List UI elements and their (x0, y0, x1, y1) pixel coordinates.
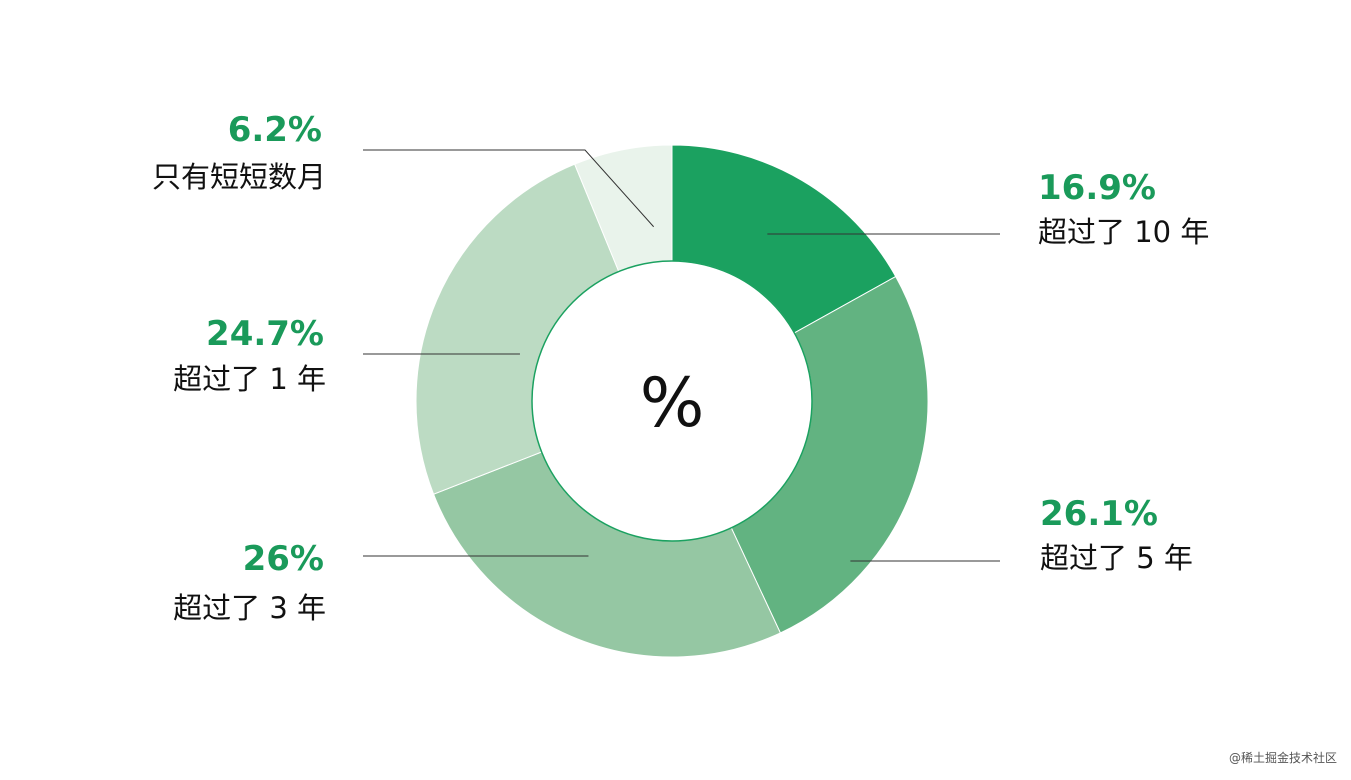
value-label-few-months: 6.2% (228, 110, 322, 150)
value-label-over-5-years: 26.1% (1040, 494, 1158, 534)
callout-lines (363, 149, 1000, 562)
category-label-few-months: 只有短短数月 (152, 160, 326, 194)
donut-slices (415, 144, 929, 658)
center-label: % (640, 364, 705, 443)
callout-line-few-months (363, 149, 655, 228)
category-label-over-10-years: 超过了 10 年 (1038, 215, 1209, 249)
value-label-over-3-years: 26% (243, 539, 324, 579)
watermark: @稀土掘金技术社区 (1228, 751, 1337, 765)
value-label-over-10-years: 16.9% (1038, 168, 1156, 208)
donut-hole (531, 260, 813, 542)
value-label-over-1-year: 24.7% (206, 314, 324, 354)
category-label-over-1-year: 超过了 1 年 (173, 362, 326, 396)
category-label-over-5-years: 超过了 5 年 (1040, 541, 1193, 575)
category-label-over-3-years: 超过了 3 年 (173, 591, 326, 625)
